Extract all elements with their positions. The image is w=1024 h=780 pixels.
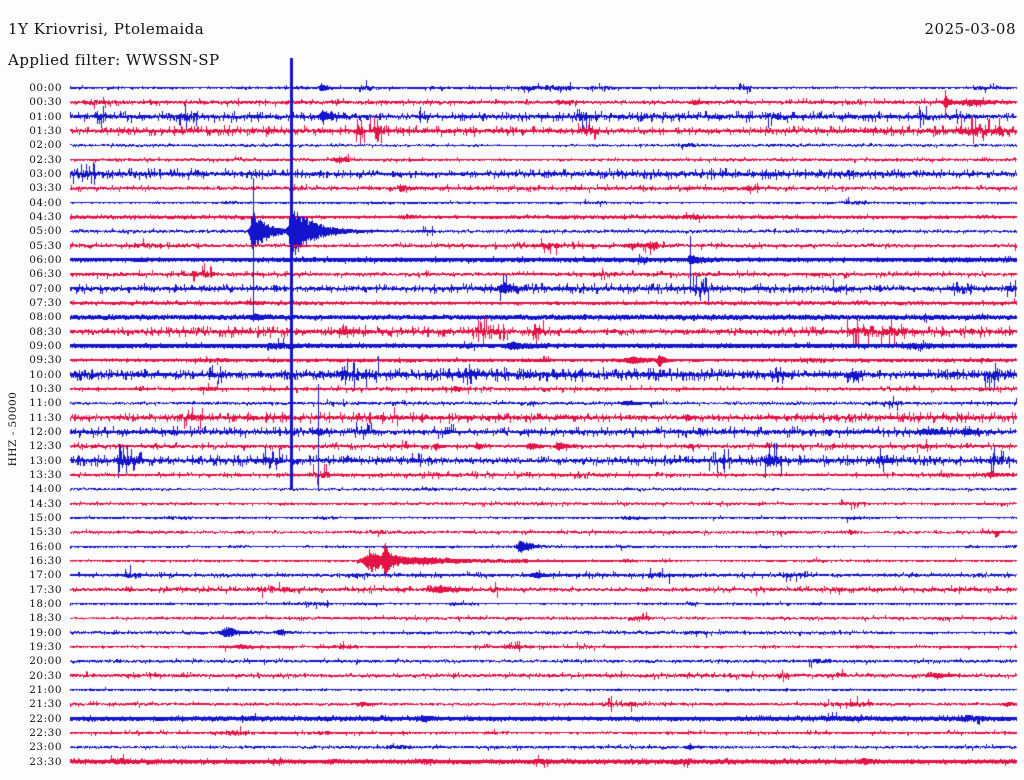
helicorder-screen: 1Y Kriovrisi, Ptolemaida Applied filter:… — [0, 0, 1024, 780]
trace-canvas — [0, 0, 1024, 780]
